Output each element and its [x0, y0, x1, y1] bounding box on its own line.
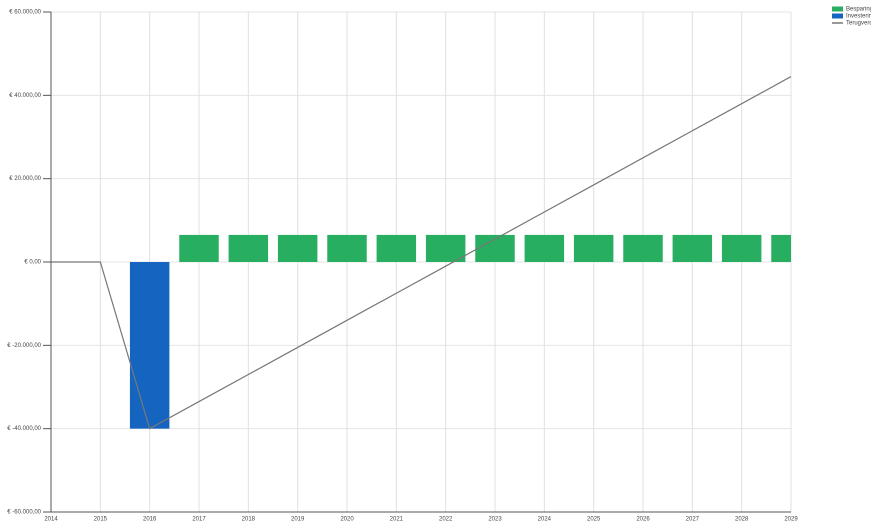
y-tick-label: € -40.000,00: [7, 426, 41, 432]
y-tick-label: € -20.000,00: [7, 343, 41, 349]
x-tick-label: 2015: [94, 517, 108, 522]
x-tick-label: 2027: [686, 517, 700, 522]
x-tick-label: 2024: [538, 517, 552, 522]
bar: [425, 234, 466, 262]
line: [51, 76, 791, 430]
bar: [623, 234, 663, 262]
legend-label: Terugverdientijd: [846, 21, 871, 27]
x-tick-label: 2019: [291, 517, 305, 522]
y-tick-label: € 0,00: [24, 260, 41, 266]
x-tick-label: 2021: [390, 517, 404, 522]
x-tick-label: 2018: [242, 517, 256, 522]
x-tick-label: 2017: [192, 517, 206, 522]
legend-swatch: [832, 13, 843, 19]
legend-label: Besparing: [846, 7, 871, 13]
x-tick-label: 2020: [340, 517, 354, 522]
x-tick-label: 2029: [784, 517, 798, 522]
bar: [327, 234, 367, 262]
bar: [277, 234, 318, 262]
x-tick-label: 2023: [488, 517, 502, 522]
bar: [573, 234, 614, 262]
bar: [376, 234, 417, 262]
y-tick-label: € 60.000,00: [9, 10, 41, 16]
x-tick-label: 2028: [735, 517, 749, 522]
x-tick-label: 2026: [636, 517, 650, 522]
bar: [524, 234, 565, 262]
y-tick-label: € -60.000,00: [7, 510, 41, 516]
x-tick-label: 2022: [439, 517, 453, 522]
bar: [771, 234, 791, 262]
x-tick-label: 2025: [587, 517, 601, 522]
bar: [228, 234, 269, 262]
legend-label: Investering: [846, 14, 871, 20]
y-tick-label: € 40.000,00: [9, 93, 41, 99]
legend-swatch: [832, 6, 843, 12]
y-tick-label: € 20.000,00: [9, 176, 41, 182]
bar: [672, 234, 713, 262]
bar: [129, 262, 170, 429]
bar: [721, 234, 762, 262]
x-tick-label: 2016: [143, 517, 157, 522]
bar: [179, 234, 219, 262]
x-tick-label: 2014: [44, 517, 58, 522]
